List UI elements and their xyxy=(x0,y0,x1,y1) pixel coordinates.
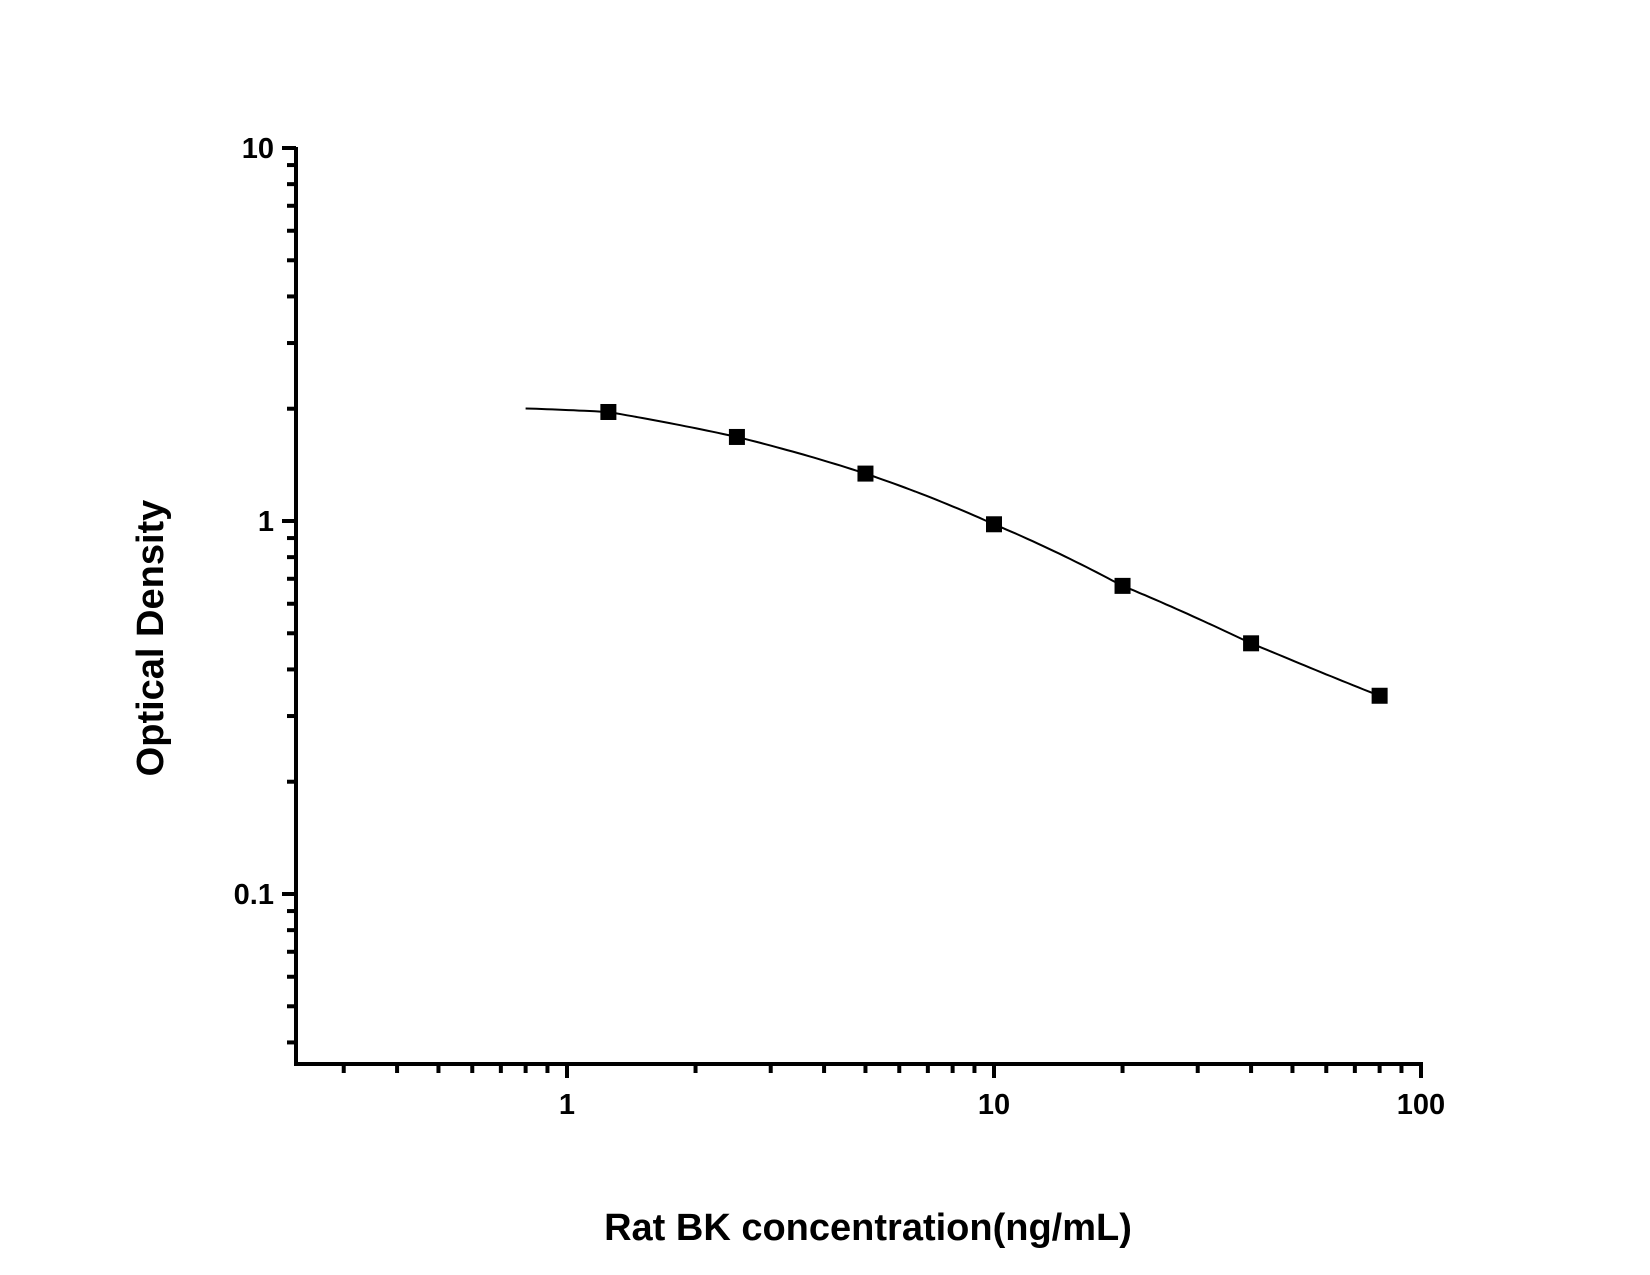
data-point-marker xyxy=(1114,577,1131,594)
x-axis-title: Rat BK concentration(ng/mL) xyxy=(604,1207,1132,1249)
data-point-marker xyxy=(728,428,745,445)
fit-curve xyxy=(525,407,1380,697)
x-tick-label: 100 xyxy=(1397,1089,1445,1121)
data-point-marker xyxy=(857,465,874,482)
x-tick-label: 10 xyxy=(978,1089,1010,1121)
y-tick-label: 0.1 xyxy=(234,879,274,911)
y-axis-major-ticks: 0.1 1 10 xyxy=(234,133,296,911)
data-point-marker xyxy=(1371,687,1388,704)
data-points xyxy=(600,403,1388,704)
y-tick-label: 10 xyxy=(242,133,274,165)
data-point-marker xyxy=(1243,635,1260,652)
x-axis-major-ticks: 1 10 100 xyxy=(559,1064,1445,1121)
x-tick-label: 1 xyxy=(559,1089,575,1121)
data-point-marker xyxy=(600,403,617,420)
y-axis-title: Optical Density xyxy=(130,500,172,777)
y-tick-label: 1 xyxy=(258,506,274,538)
data-point-marker xyxy=(986,516,1002,533)
